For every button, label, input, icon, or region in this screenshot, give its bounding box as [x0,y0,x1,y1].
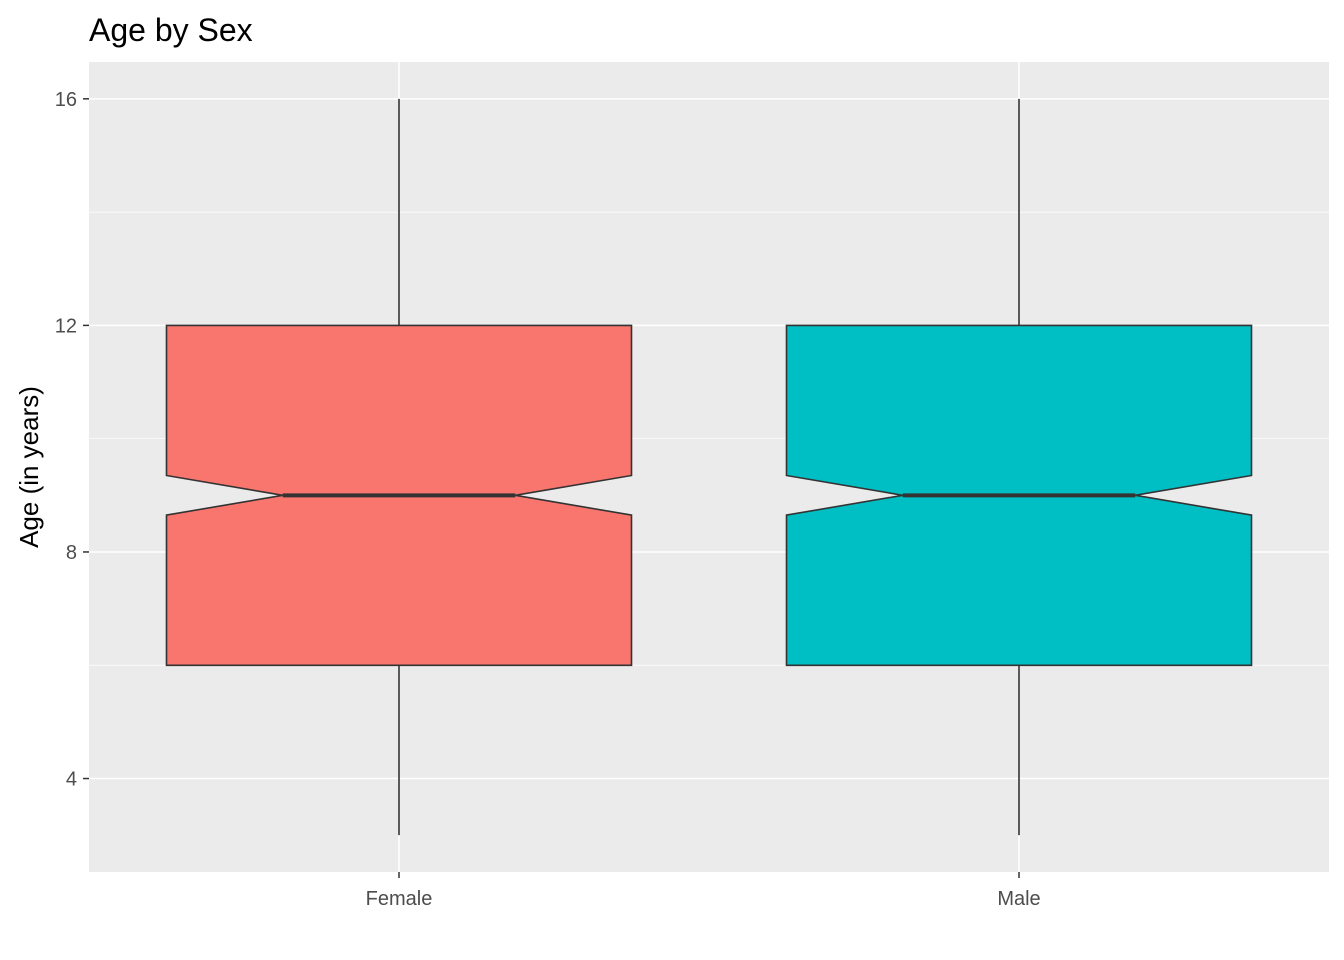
y-tick-label: 16 [55,89,77,111]
chart-title: Age by Sex [89,12,253,48]
y-axis-title: Age (in years) [14,386,44,548]
x-tick-label: Female [366,888,433,910]
y-tick-label: 12 [55,315,77,337]
x-axis: Female Male [366,872,1041,910]
y-axis: 4 8 12 16 [55,89,89,791]
y-tick-label: 8 [66,542,77,564]
boxes [165,98,1253,836]
y-tick-label: 4 [66,769,77,791]
box-female [165,98,633,836]
x-tick-label: Male [997,888,1040,910]
box-male [785,98,1253,836]
